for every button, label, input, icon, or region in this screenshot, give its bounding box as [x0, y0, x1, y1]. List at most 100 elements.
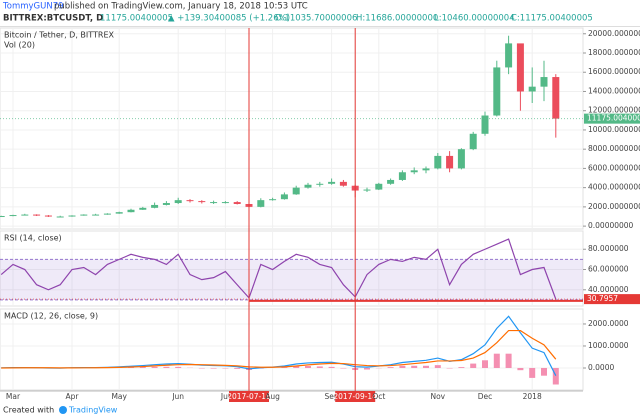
- candle-body: [127, 209, 135, 213]
- candle-body: [210, 202, 218, 204]
- x-tick-label: May: [111, 392, 127, 401]
- y-tick-label: 2000.0000: [588, 319, 629, 328]
- date-box: [335, 391, 376, 402]
- candle-body: [269, 199, 277, 201]
- footer-created: Created with: [3, 406, 54, 415]
- pane-title: MACD (12, 26, close, 9): [4, 312, 98, 321]
- y-tick-label: 40.000000: [588, 285, 629, 294]
- histogram-bar: [434, 365, 441, 368]
- candle-body: [387, 179, 395, 184]
- histogram-bar: [364, 367, 370, 370]
- histogram-bar: [234, 367, 241, 369]
- pane: [0, 308, 584, 391]
- ohlc-low: L:10460.00000004: [434, 14, 515, 24]
- last-value-label: 11175.00400005: [587, 114, 640, 123]
- histogram-bar: [470, 363, 477, 368]
- histogram-bar: [482, 360, 488, 368]
- footer-brand[interactable]: TradingView: [68, 406, 118, 415]
- author[interactable]: TommyGUN79: [2, 2, 64, 12]
- ohlc-close: C:11175.00400005: [511, 14, 593, 24]
- histogram-bar: [305, 366, 311, 368]
- histogram-bar: [505, 353, 512, 368]
- candle-body: [221, 202, 229, 204]
- series-line: [0, 238, 557, 300]
- y-tick-label: 6000.00000000: [588, 163, 640, 172]
- histogram-bar: [458, 367, 465, 368]
- x-tick-label: Dec: [478, 392, 493, 401]
- x-tick-label: Oct: [372, 392, 385, 401]
- histogram-bar: [293, 366, 300, 368]
- y-tick-label: 16000.00000000: [588, 67, 640, 76]
- candle-body: [516, 43, 524, 92]
- histogram-bar: [411, 365, 418, 368]
- x-tick-label: Jul: [220, 392, 230, 401]
- candle-body: [115, 212, 123, 214]
- histogram-bar: [163, 366, 170, 368]
- candle-body: [257, 200, 265, 207]
- histogram-bar: [316, 366, 323, 368]
- histogram-bar: [328, 366, 335, 368]
- histogram-bar: [139, 366, 146, 368]
- candle-body: [280, 194, 288, 200]
- last-value-box: [584, 113, 640, 124]
- candle-body: [9, 215, 17, 217]
- histogram-bar: [128, 367, 134, 368]
- pane-subtitle: Vol (20): [4, 41, 35, 50]
- y-tick-label: 60.000000: [588, 265, 629, 274]
- x-tick-label: Apr: [66, 392, 80, 401]
- x-tick-label: 2017-09-14: [333, 392, 377, 401]
- histogram-bar: [541, 367, 547, 376]
- candle-body: [21, 214, 29, 216]
- histogram-bar: [517, 367, 524, 371]
- ohlc-high: H:11686.00000000: [356, 14, 438, 24]
- candle-body: [375, 183, 383, 190]
- candle-body: [505, 43, 513, 68]
- y-tick-label: 0.0000: [588, 363, 614, 372]
- candle-body: [162, 203, 170, 205]
- x-tick-label: Mar: [6, 392, 21, 401]
- histogram-bar: [493, 353, 500, 368]
- candle-body: [233, 202, 241, 204]
- candle-body: [528, 86, 536, 92]
- x-tick-label: Jun: [171, 392, 184, 401]
- candle-body: [103, 213, 111, 215]
- candle-body: [33, 214, 41, 216]
- pane: [0, 27, 584, 230]
- y-tick-label: 80.000000: [588, 244, 629, 253]
- y-tick-label: 10000.00000000: [588, 125, 640, 134]
- y-tick-label: 18000.00000000: [588, 48, 640, 57]
- candle-body: [493, 67, 501, 116]
- histogram-bar: [151, 366, 158, 368]
- candle-body: [363, 189, 371, 191]
- candle-body: [44, 215, 52, 217]
- pane-title: Bitcoin / Tether, D, BITTREX: [4, 31, 115, 40]
- pane-title: RSI (14, close): [4, 234, 62, 243]
- candle-body: [410, 170, 418, 173]
- candle-body: [316, 183, 324, 185]
- date-box: [229, 391, 269, 402]
- candle-body: [151, 204, 159, 208]
- rsi-band: [0, 259, 583, 300]
- candle-body: [292, 187, 300, 195]
- last-value-label: 30.7957: [587, 294, 618, 303]
- logo: [59, 406, 67, 414]
- y-tick-label: 12000.00000000: [588, 106, 640, 115]
- candle-body: [540, 77, 548, 87]
- x-tick-label: 2017-07-16: [227, 392, 271, 401]
- candle-body: [80, 214, 88, 216]
- y-tick-label: 1000.0000: [588, 341, 629, 350]
- x-tick-label: Sep: [325, 392, 339, 401]
- histogram-bar: [210, 367, 217, 369]
- y-tick-label: 4000.00000000: [588, 183, 640, 192]
- x-tick-label: Aug: [265, 392, 280, 401]
- change: ▲ +139.30400085 (+1.26%): [168, 14, 290, 24]
- candle-body: [339, 181, 347, 186]
- candle-body: [174, 200, 182, 204]
- symbol: BITTREX:BTCUSDT, D: [3, 14, 103, 24]
- histogram-bar: [423, 365, 429, 368]
- histogram-bar: [387, 367, 394, 368]
- last-value-box: [584, 294, 640, 305]
- candle-body: [0, 216, 5, 218]
- candle-body: [469, 133, 477, 150]
